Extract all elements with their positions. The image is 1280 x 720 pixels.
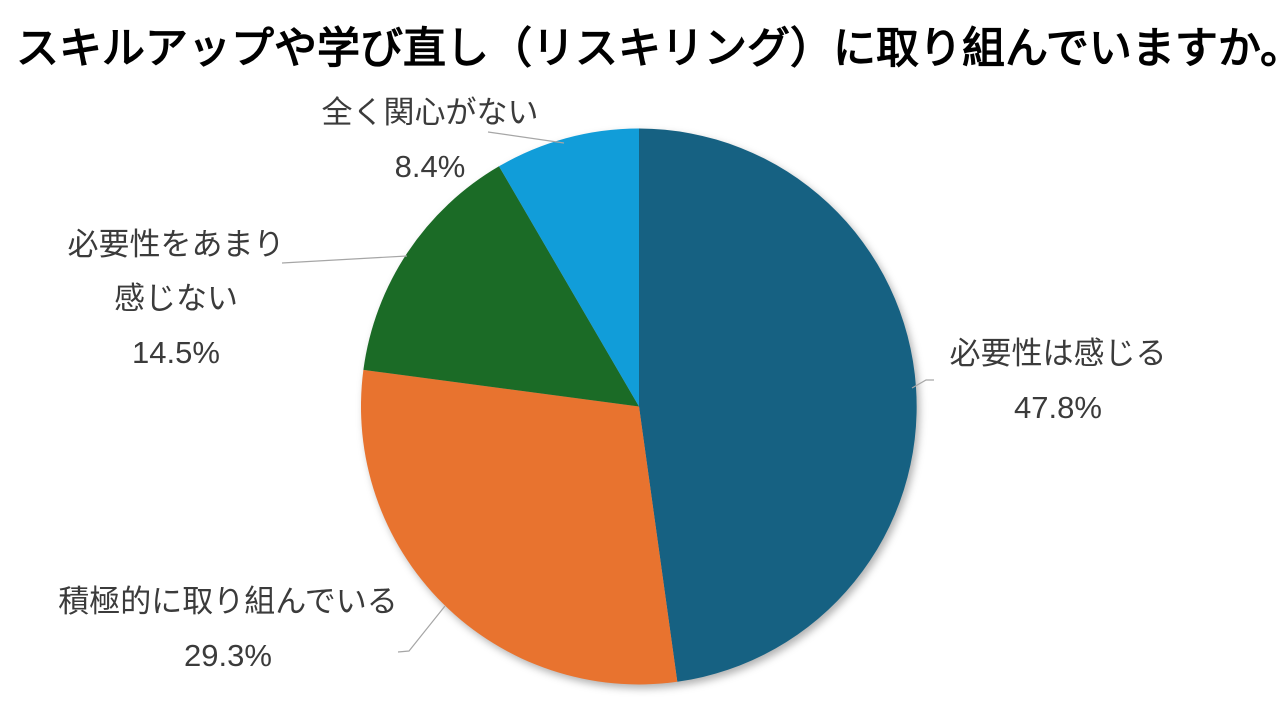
leader-line-no-interest — [487, 131, 565, 144]
callout-no-interest-label: 全く関心がない — [321, 95, 539, 130]
chart-title: スキルアップや学び直し（リスキリング）に取り組んでいますか。 — [16, 25, 1280, 73]
pie-slice-2 — [363, 166, 639, 407]
callout-actively-working: 積極的に取り組んでいる 29.3% — [58, 575, 397, 683]
callout-necessity-felt: 必要性は感じる 47.8% — [950, 327, 1167, 435]
callout-actively-working-label: 積極的に取り組んでいる — [58, 584, 398, 619]
callout-necessity-felt-percent: 47.8% — [1014, 390, 1102, 425]
callout-necessity-felt-label: 必要性は感じる — [949, 336, 1167, 371]
pie-slices-group — [360, 128, 917, 685]
callout-actively-working-percent: 29.3% — [184, 638, 272, 673]
leader-line-actively-working — [397, 605, 446, 653]
callout-no-interest: 全く関心がない 8.4% — [322, 86, 539, 194]
leader-line-little-necessity — [281, 255, 408, 264]
callout-little-necessity-label-line2: 感じない — [114, 281, 238, 316]
pie-slice-3 — [499, 128, 639, 407]
callout-little-necessity: 必要性をあまり 感じない 14.5% — [68, 218, 285, 380]
leader-lines-group — [281, 131, 934, 653]
callout-no-interest-percent: 8.4% — [394, 149, 466, 184]
callout-little-necessity-percent: 14.5% — [132, 335, 220, 370]
pie-slice-0 — [639, 128, 917, 682]
leader-line-necessity-felt — [911, 379, 934, 389]
callout-little-necessity-label-line1: 必要性をあまり — [67, 227, 285, 262]
pie-slice-1 — [360, 369, 678, 685]
